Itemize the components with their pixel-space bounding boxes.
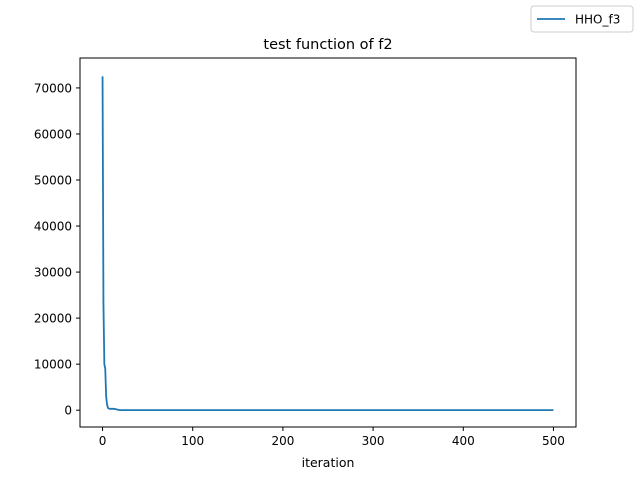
y-axis: 0 10000 20000 30000 40000 50000 60000 70000 [34, 81, 80, 418]
y-tick-label: 50000 [34, 174, 72, 188]
legend: HHO_f3 [530, 5, 634, 33]
series-line [101, 76, 554, 412]
plot-frame [79, 57, 577, 428]
x-tick-label: 300 [362, 434, 385, 448]
y-tick-label: 40000 [34, 220, 72, 234]
y-tick-label: 60000 [34, 127, 72, 141]
y-tick-label: 10000 [34, 358, 72, 372]
plot-area [101, 76, 554, 412]
x-axis: 0 100 200 300 400 500 [99, 427, 565, 448]
x-tick-label: 0 [99, 434, 107, 448]
legend-label: HHO_f3 [575, 13, 620, 27]
y-tick-label: 20000 [34, 312, 72, 326]
x-tick-label: 500 [542, 434, 565, 448]
x-tick-label: 400 [452, 434, 475, 448]
y-tick-label: 0 [64, 404, 72, 418]
y-tick-label: 70000 [34, 81, 72, 95]
x-tick-label: 100 [181, 434, 204, 448]
x-tick-label: 200 [271, 434, 294, 448]
x-axis-label: iteration [302, 455, 355, 470]
legend-box [530, 5, 634, 33]
chart-title: test function of f2 [263, 37, 392, 53]
y-tick-label: 30000 [34, 266, 72, 280]
